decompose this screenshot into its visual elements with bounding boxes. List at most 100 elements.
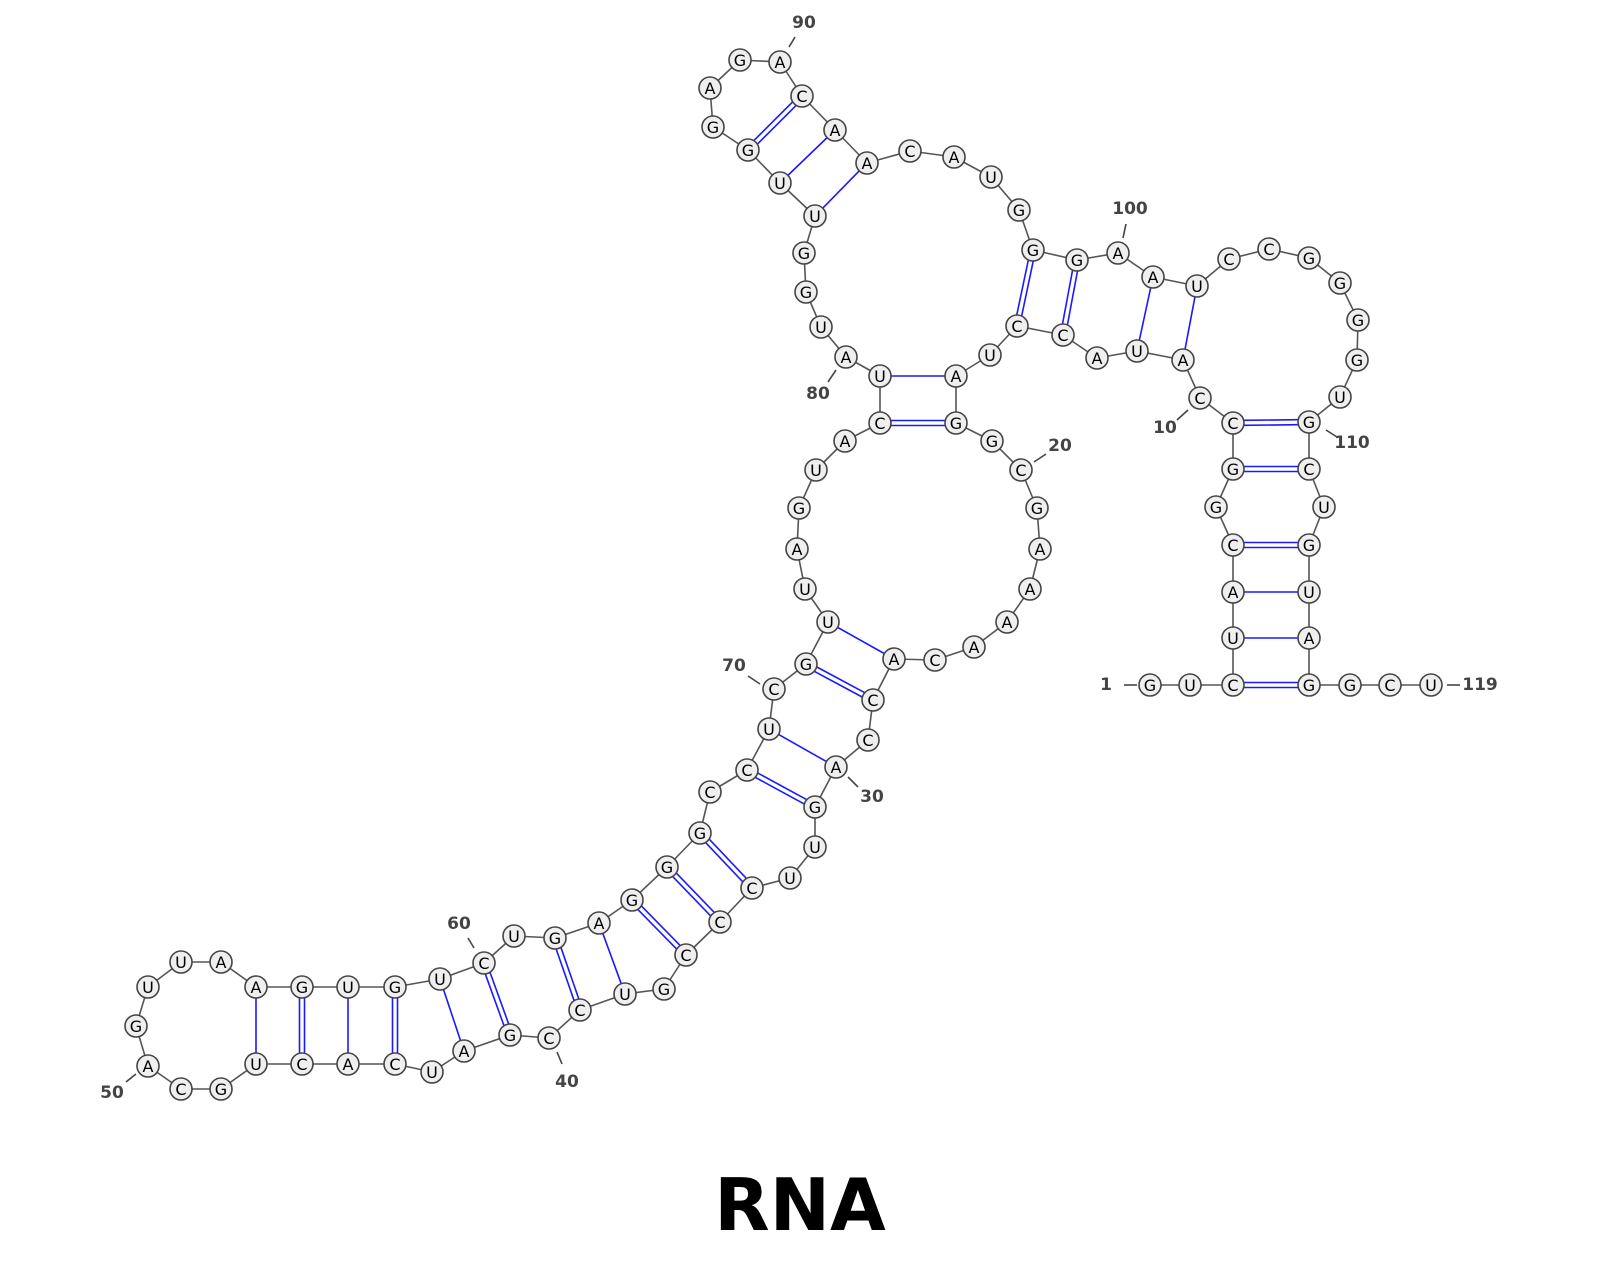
nucleotide-letter: U — [984, 346, 996, 365]
nucleotide-letter: A — [951, 367, 962, 386]
nucleotide-circle — [1065, 248, 1089, 272]
base-pair-line — [1020, 261, 1034, 316]
nucleotide-circle — [823, 118, 847, 142]
base-pair-line — [675, 872, 715, 913]
nucleotide-103: C — [1217, 247, 1241, 271]
nucleotide-letter: C — [1303, 460, 1314, 479]
nucleotide-letter: G — [1352, 311, 1364, 330]
nucleotide-circle — [792, 241, 816, 265]
nucleotide-letter: A — [840, 432, 851, 451]
nucleotide-114: U — [1297, 580, 1321, 604]
nucleotide-letter: A — [594, 914, 605, 933]
nucleotide-circle — [1297, 457, 1321, 481]
position-label-70: 70 — [722, 656, 746, 676]
nucleotide-96: U — [979, 165, 1003, 189]
nucleotide-letter: C — [714, 913, 725, 932]
nucleotide-32: U — [803, 835, 827, 859]
nucleotide-letter: A — [841, 348, 852, 367]
nucleotide-circle — [472, 951, 496, 975]
nucleotide-circle — [1345, 348, 1369, 372]
nucleotide-86: G — [736, 138, 760, 162]
base-pair-line — [637, 909, 678, 950]
nucleotide-1: G — [1138, 673, 1162, 697]
nucleotide-97: G — [1007, 198, 1031, 222]
base-pair-line — [640, 905, 681, 946]
nucleotide-circle — [452, 1039, 476, 1063]
nucleotide-letter: U — [822, 613, 834, 632]
nucleotide-circle — [978, 343, 1002, 367]
nucleotide-54: A — [209, 950, 233, 974]
nucleotide-letter: C — [1015, 461, 1026, 480]
nucleotide-circle — [834, 345, 858, 369]
nucleotide-letter: U — [810, 461, 822, 480]
nucleotide-10: C — [1188, 386, 1212, 410]
nucleotide-circle — [1221, 580, 1245, 604]
nucleotide-116: G — [1297, 673, 1321, 697]
diagram-title: RNA — [714, 1163, 886, 1247]
position-label-40: 40 — [555, 1072, 579, 1092]
nucleotide-119: U — [1419, 673, 1443, 697]
nucleotide-circle — [169, 1077, 193, 1101]
nucleotide-letter: U — [809, 838, 821, 857]
nucleotide-circle — [1021, 238, 1045, 262]
nucleotide-48: G — [209, 1077, 233, 1101]
nucleotide-circle — [652, 977, 676, 1001]
nucleotide-91: C — [790, 84, 814, 108]
nucleotide-108: G — [1345, 348, 1369, 372]
nucleotide-letter: A — [949, 148, 960, 167]
nucleotide-circle — [1007, 198, 1031, 222]
nucleotide-circle — [1221, 533, 1245, 557]
base-pair-line — [753, 101, 794, 142]
nucleotide-letter: G — [694, 824, 706, 843]
nucleotide-circle — [962, 635, 986, 659]
nucleotide-letter: U — [342, 978, 354, 997]
nucleotide-letter: C — [574, 1001, 585, 1020]
nucleotide-95: A — [942, 145, 966, 169]
nucleotide-letter: G — [1351, 351, 1363, 370]
nucleotide-41: G — [498, 1023, 522, 1047]
nucleotide-letter: G — [793, 499, 805, 518]
nucleotide-7: G — [1204, 495, 1228, 519]
base-pair-line — [1066, 271, 1079, 325]
nucleotide-letter: G — [1031, 499, 1043, 518]
position-tick — [747, 675, 761, 685]
nucleotide-110: G — [1297, 410, 1321, 434]
base-pair-line — [560, 947, 580, 1000]
nucleotide-64: G — [620, 888, 644, 912]
position-tick — [467, 937, 475, 949]
nucleotide-circle — [1297, 673, 1321, 697]
nucleotide-9: C — [1221, 411, 1245, 435]
nucleotide-circle — [701, 115, 725, 139]
nucleotide-circle — [803, 835, 827, 859]
nucleotide-letter: C — [704, 783, 715, 802]
nucleotide-circle — [568, 998, 592, 1022]
nucleotide-letter: U — [774, 174, 786, 193]
nucleotide-circle — [856, 728, 880, 752]
position-tick — [1176, 409, 1189, 421]
nucleotide-letter: G — [1303, 676, 1315, 695]
nucleotide-102: U — [1185, 274, 1209, 298]
nucleotide-letter: U — [809, 207, 821, 226]
nucleotide-letter: C — [1194, 389, 1205, 408]
nucleotide-circle — [735, 758, 759, 782]
nucleotide-letter: A — [830, 121, 841, 140]
nucleotide-53: U — [169, 950, 193, 974]
base-pair-line — [822, 170, 860, 209]
position-tick — [1122, 223, 1127, 239]
nucleotide-19: G — [980, 429, 1004, 453]
nucleotide-circle — [587, 911, 611, 935]
nucleotide-circle — [728, 48, 752, 72]
nucleotide-circle — [1106, 241, 1130, 265]
nucleotide-circle — [1051, 323, 1075, 347]
nucleotide-88: A — [698, 76, 722, 100]
nucleotide-letter: C — [1384, 676, 1395, 695]
nucleotide-65: G — [655, 855, 679, 879]
nucleotide-76: U — [804, 458, 828, 482]
nucleotide-6: C — [1221, 533, 1245, 557]
position-label-110: 110 — [1334, 433, 1370, 453]
numbering-ticks — [125, 36, 1460, 1083]
nucleotide-57: U — [336, 975, 360, 999]
nucleotide-44: C — [383, 1052, 407, 1076]
